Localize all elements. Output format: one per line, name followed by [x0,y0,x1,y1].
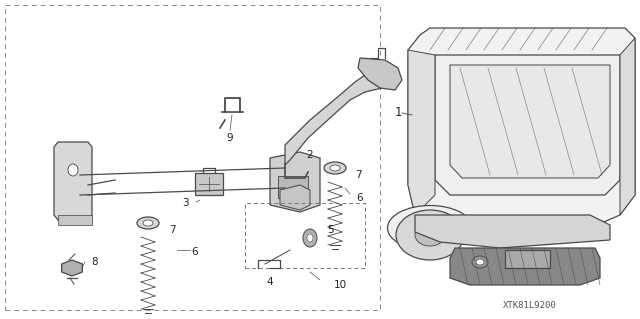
Text: 6: 6 [192,247,198,257]
Text: 7: 7 [355,170,362,180]
FancyBboxPatch shape [505,250,550,268]
Ellipse shape [68,164,78,176]
Polygon shape [620,38,635,215]
Polygon shape [61,260,83,276]
Ellipse shape [74,174,86,196]
Polygon shape [285,72,388,165]
Text: 5: 5 [326,225,333,235]
Text: 6: 6 [356,193,364,203]
Ellipse shape [330,165,340,171]
Ellipse shape [472,256,488,268]
Polygon shape [270,152,320,212]
Polygon shape [450,248,600,285]
Ellipse shape [303,229,317,247]
Polygon shape [450,65,610,178]
Text: 1: 1 [394,107,402,120]
Polygon shape [280,185,310,210]
Text: 9: 9 [227,133,234,143]
Ellipse shape [307,234,313,242]
Ellipse shape [324,162,346,174]
Ellipse shape [143,220,153,226]
Polygon shape [408,28,635,228]
Bar [5,5,380,310]
Ellipse shape [387,205,472,250]
Polygon shape [54,142,92,220]
Polygon shape [358,58,402,90]
Text: 3: 3 [182,198,188,208]
Polygon shape [435,55,620,195]
Bar [245,203,365,268]
Ellipse shape [476,259,484,265]
Ellipse shape [137,217,159,229]
Polygon shape [415,215,610,248]
Bar [278,176,308,198]
FancyBboxPatch shape [195,173,223,195]
Text: 2: 2 [307,150,314,160]
Text: 4: 4 [267,277,273,287]
Polygon shape [408,50,435,215]
Polygon shape [58,215,92,225]
Text: 7: 7 [169,225,175,235]
Ellipse shape [415,224,445,246]
Text: 8: 8 [92,257,99,267]
Text: XTK81L9200: XTK81L9200 [503,300,557,309]
Text: 10: 10 [333,280,347,290]
Ellipse shape [396,210,464,260]
